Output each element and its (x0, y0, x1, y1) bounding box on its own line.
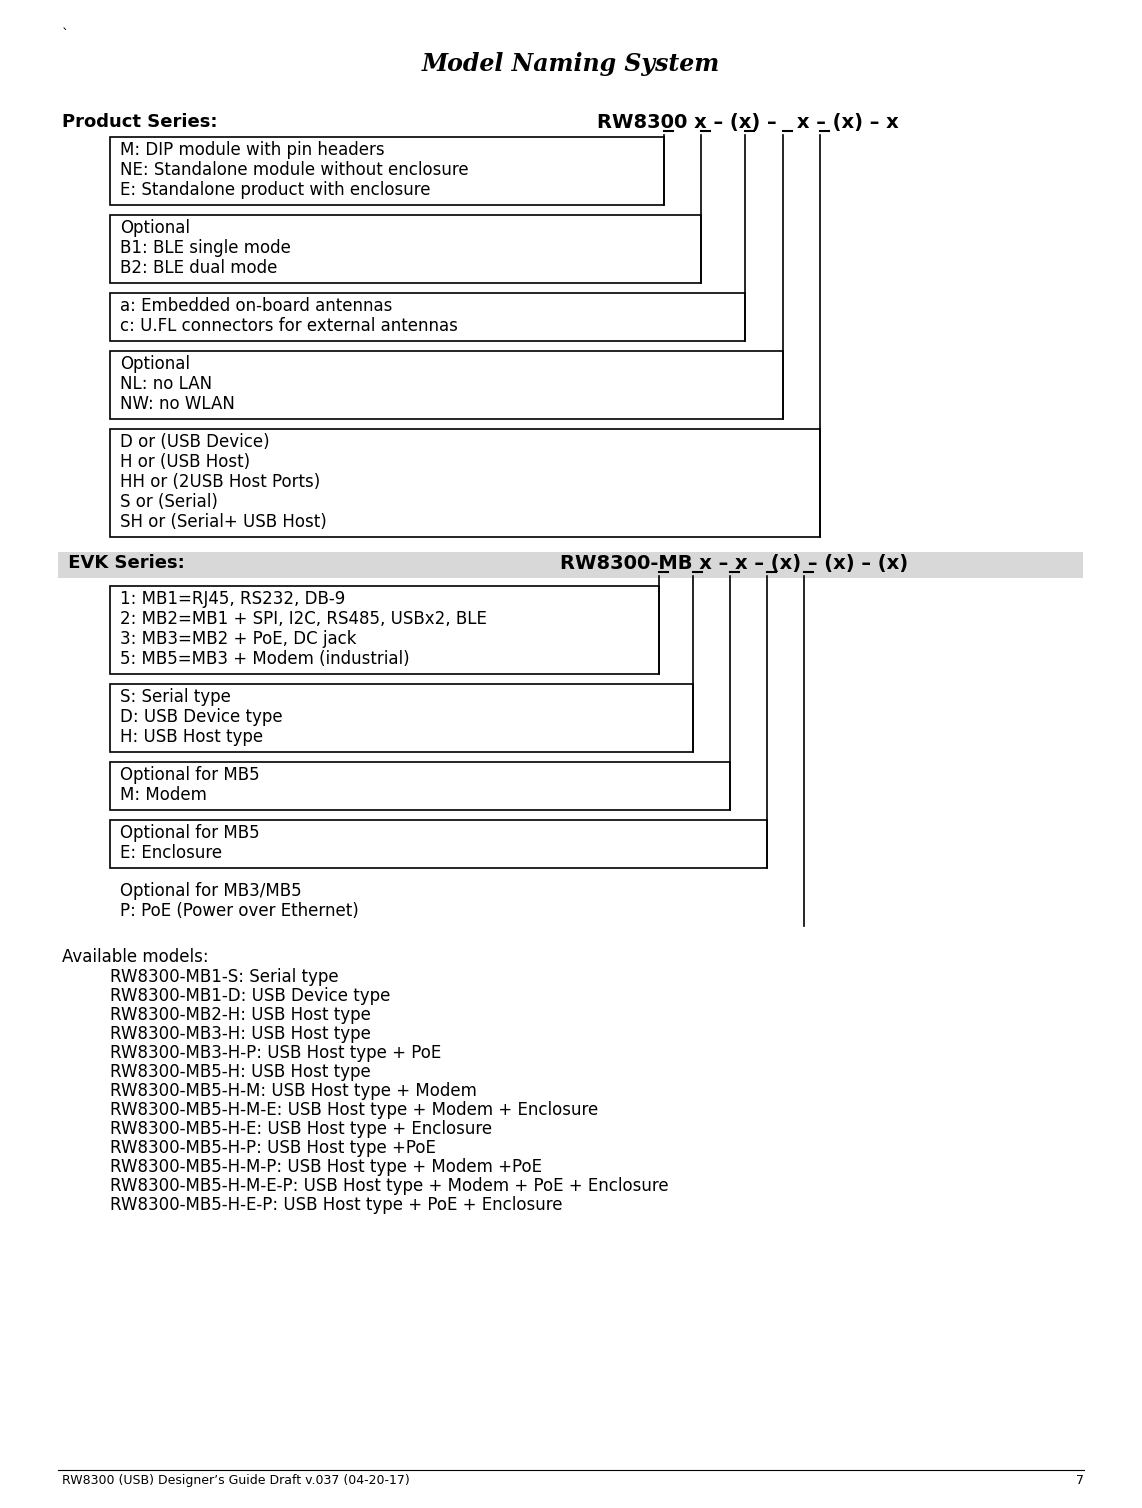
Bar (110, 820, 767, 869)
Text: 2: MB2=MB1 + SPI, I2C, RS485, USBx2, BLE: 2: MB2=MB1 + SPI, I2C, RS485, USBx2, BLE (120, 611, 486, 627)
Bar (110, 428, 820, 537)
Text: E: Enclosure: E: Enclosure (120, 844, 223, 863)
Text: H: USB Host type: H: USB Host type (120, 728, 263, 746)
Text: S: Serial type: S: Serial type (120, 688, 231, 706)
Text: EVK Series:: EVK Series: (62, 553, 185, 572)
Text: RW8300 x – (x) –   x – (x) – x: RW8300 x – (x) – x – (x) – x (597, 113, 899, 133)
Text: Optional for MB5: Optional for MB5 (120, 823, 259, 841)
Text: Optional for MB3/MB5: Optional for MB3/MB5 (120, 882, 301, 900)
Text: M: Modem: M: Modem (120, 786, 207, 804)
Text: a: Embedded on-board antennas: a: Embedded on-board antennas (120, 297, 393, 315)
Text: E: Standalone product with enclosure: E: Standalone product with enclosure (120, 181, 431, 199)
Text: RW8300-MB5-H-E: USB Host type + Enclosure: RW8300-MB5-H-E: USB Host type + Enclosur… (110, 1120, 492, 1139)
Text: RW8300-MB2-H: USB Host type: RW8300-MB2-H: USB Host type (110, 1006, 371, 1024)
Bar (110, 216, 701, 284)
Text: 1: MB1=RJ45, RS232, DB-9: 1: MB1=RJ45, RS232, DB-9 (120, 590, 345, 608)
Text: HH or (2USB Host Ports): HH or (2USB Host Ports) (120, 474, 320, 492)
Text: H or (USB Host): H or (USB Host) (120, 452, 250, 470)
Text: Product Series:: Product Series: (62, 113, 217, 131)
Text: 5: MB5=MB3 + Modem (industrial): 5: MB5=MB3 + Modem (industrial) (120, 650, 410, 668)
Text: 3: MB3=MB2 + PoE, DC jack: 3: MB3=MB2 + PoE, DC jack (120, 630, 356, 648)
Text: P: PoE (Power over Ethernet): P: PoE (Power over Ethernet) (120, 902, 359, 920)
Bar (110, 351, 783, 419)
Text: Optional for MB5: Optional for MB5 (120, 766, 259, 784)
Bar (110, 137, 664, 205)
Text: RW8300-MB5-H-M-E: USB Host type + Modem + Enclosure: RW8300-MB5-H-M-E: USB Host type + Modem … (110, 1101, 598, 1119)
Bar (58, 552, 1083, 578)
Text: NE: Standalone module without enclosure: NE: Standalone module without enclosure (120, 161, 468, 179)
Bar (110, 587, 659, 674)
Text: RW8300-MB3-H-P: USB Host type + PoE: RW8300-MB3-H-P: USB Host type + PoE (110, 1044, 441, 1062)
Text: S or (Serial): S or (Serial) (120, 493, 218, 511)
Text: RW8300-MB5-H-M-P: USB Host type + Modem +PoE: RW8300-MB5-H-M-P: USB Host type + Modem … (110, 1158, 542, 1176)
Text: D: USB Device type: D: USB Device type (120, 707, 282, 725)
Text: NW: no WLAN: NW: no WLAN (120, 395, 235, 413)
Text: 7: 7 (1076, 1473, 1084, 1487)
Bar (110, 685, 693, 752)
Text: RW8300-MB1-D: USB Device type: RW8300-MB1-D: USB Device type (110, 988, 391, 1004)
Text: Model Naming System: Model Naming System (421, 51, 721, 75)
Text: RW8300-MB x – x – (x) – (x) – (x): RW8300-MB x – x – (x) – (x) – (x) (560, 553, 908, 573)
Text: Available models:: Available models: (62, 949, 209, 967)
Text: B2: BLE dual mode: B2: BLE dual mode (120, 259, 278, 277)
Bar (110, 293, 745, 341)
Text: `: ` (62, 29, 69, 42)
Text: RW8300-MB5-H-M-E-P: USB Host type + Modem + PoE + Enclosure: RW8300-MB5-H-M-E-P: USB Host type + Mode… (110, 1178, 668, 1194)
Text: Optional: Optional (120, 219, 190, 237)
Text: B1: BLE single mode: B1: BLE single mode (120, 238, 291, 256)
Text: RW8300-MB1-S: Serial type: RW8300-MB1-S: Serial type (110, 968, 339, 986)
Text: RW8300-MB5-H-P: USB Host type +PoE: RW8300-MB5-H-P: USB Host type +PoE (110, 1139, 436, 1157)
Text: SH or (Serial+ USB Host): SH or (Serial+ USB Host) (120, 513, 327, 531)
Text: RW8300-MB5-H: USB Host type: RW8300-MB5-H: USB Host type (110, 1063, 371, 1081)
Text: c: U.FL connectors for external antennas: c: U.FL connectors for external antennas (120, 317, 458, 335)
Text: RW8300-MB5-H-M: USB Host type + Modem: RW8300-MB5-H-M: USB Host type + Modem (110, 1083, 477, 1099)
Text: RW8300-MB3-H: USB Host type: RW8300-MB3-H: USB Host type (110, 1025, 371, 1044)
Text: RW8300-MB5-H-E-P: USB Host type + PoE + Enclosure: RW8300-MB5-H-E-P: USB Host type + PoE + … (110, 1196, 563, 1214)
Text: M: DIP module with pin headers: M: DIP module with pin headers (120, 142, 385, 158)
Text: NL: no LAN: NL: no LAN (120, 375, 212, 394)
Text: Optional: Optional (120, 354, 190, 372)
Text: D or (USB Device): D or (USB Device) (120, 433, 270, 451)
Bar (110, 762, 730, 810)
Text: RW8300 (USB) Designer’s Guide Draft v.037 (04-20-17): RW8300 (USB) Designer’s Guide Draft v.03… (62, 1473, 410, 1487)
